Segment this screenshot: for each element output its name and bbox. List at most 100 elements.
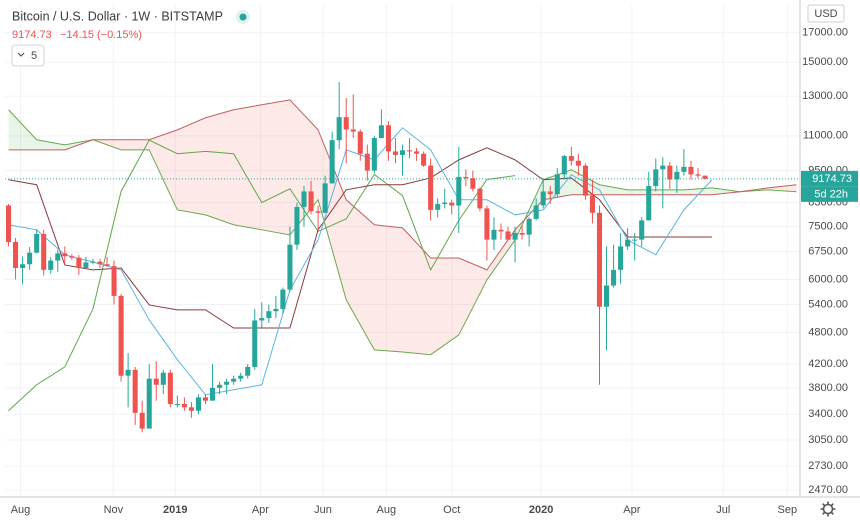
candle-body (681, 166, 687, 172)
candle-body (322, 183, 328, 213)
candle-body (146, 378, 152, 429)
candle-body (625, 239, 631, 247)
x-tick-label: Sep (778, 504, 798, 516)
candle-body (442, 202, 448, 205)
candle-body (231, 378, 237, 382)
cloud (599, 184, 628, 195)
candle-body (695, 174, 701, 176)
candle-body (280, 289, 286, 309)
countdown-label: 5d 22h (814, 188, 848, 200)
indicator-toggle[interactable] (11, 44, 45, 67)
candle-body (456, 176, 462, 206)
candle-body (533, 205, 539, 219)
candle-body (13, 241, 19, 268)
candle-body (449, 202, 455, 206)
cloud (430, 258, 459, 355)
cloud (36, 139, 65, 150)
candle-body (667, 165, 673, 180)
candle-body (470, 178, 476, 189)
x-tick-label: 2020 (529, 504, 553, 516)
candle-body (554, 174, 560, 195)
candle-body (27, 252, 33, 265)
candle-body (202, 397, 209, 401)
candle-body (69, 256, 75, 258)
currency-box[interactable] (807, 4, 845, 23)
candle-body (245, 366, 251, 376)
candle-body (688, 166, 694, 175)
settings-icon[interactable] (820, 501, 836, 517)
candle-body (526, 218, 532, 235)
candle-body (210, 387, 216, 401)
candle-body (90, 261, 96, 263)
candle-body (491, 229, 497, 240)
x-tick-label: 2019 (163, 504, 187, 516)
y-tick-label: 11000.00 (803, 130, 848, 142)
candle-body (603, 285, 610, 307)
cloud (177, 117, 206, 215)
candle-body (484, 208, 490, 240)
candle-body (519, 233, 525, 235)
cloud (402, 227, 431, 355)
y-tick-label: 3400.00 (808, 408, 848, 420)
candle-body (174, 403, 180, 405)
candle-body (357, 131, 363, 154)
cloud (486, 229, 516, 280)
candle-body (34, 234, 40, 253)
span-a-line (8, 109, 797, 356)
x-tick-label: Jul (716, 504, 730, 516)
candle-body (350, 129, 356, 132)
candle-body (181, 403, 187, 408)
candle-body (428, 165, 434, 210)
candle-body (139, 412, 145, 429)
grid (5, 5, 800, 497)
candle-body (568, 156, 574, 161)
candle-body (188, 407, 194, 411)
cloud (318, 129, 347, 300)
price-change: −14.15 (−0.15%) (60, 29, 142, 41)
y-tick-label: 6750.00 (808, 246, 848, 258)
axes: 17000.0015000.0013000.0011000.009500.008… (11, 27, 858, 516)
candle-body (266, 311, 272, 319)
y-tick-label: 6000.00 (808, 273, 848, 285)
candle-body (118, 295, 124, 376)
chikou-line (8, 139, 516, 412)
candle-body (392, 151, 398, 155)
span-b-line (8, 99, 797, 271)
x-tick-label: Apr (252, 504, 269, 516)
candle-body (125, 369, 131, 376)
candle-body (561, 156, 567, 175)
candle-body (97, 261, 103, 265)
x-tick-label: Aug (11, 504, 31, 516)
currency: USD (814, 8, 837, 20)
candle-body (477, 188, 483, 209)
candle-body (329, 140, 335, 184)
candle-body (83, 262, 89, 268)
y-tick-label: 4200.00 (808, 358, 848, 370)
candle-body (364, 153, 370, 171)
y-tick-label: 2470.00 (808, 484, 848, 496)
status-dot (239, 13, 247, 21)
gear-ring (822, 503, 834, 515)
cloud (233, 104, 262, 230)
chevron-icon (17, 52, 25, 57)
cloud (205, 109, 234, 225)
candle-body (505, 231, 511, 240)
candle-body (48, 260, 54, 270)
candle-body (589, 195, 595, 213)
cloud (121, 139, 150, 150)
candle-body (674, 171, 680, 180)
candle-body (660, 165, 666, 170)
candle-body (639, 220, 645, 240)
y-tick-label: 5400.00 (808, 298, 848, 310)
countdown-tag (801, 186, 858, 202)
candle-body (167, 372, 173, 404)
candle-body (421, 153, 427, 166)
candle-body (596, 212, 603, 307)
y-tick-label: 7500.00 (808, 221, 848, 233)
candle-body (153, 378, 159, 385)
cloud (346, 199, 375, 350)
candle-body (611, 269, 617, 286)
candle-body (224, 381, 230, 385)
cloud (8, 109, 37, 150)
candle-body (385, 125, 391, 152)
